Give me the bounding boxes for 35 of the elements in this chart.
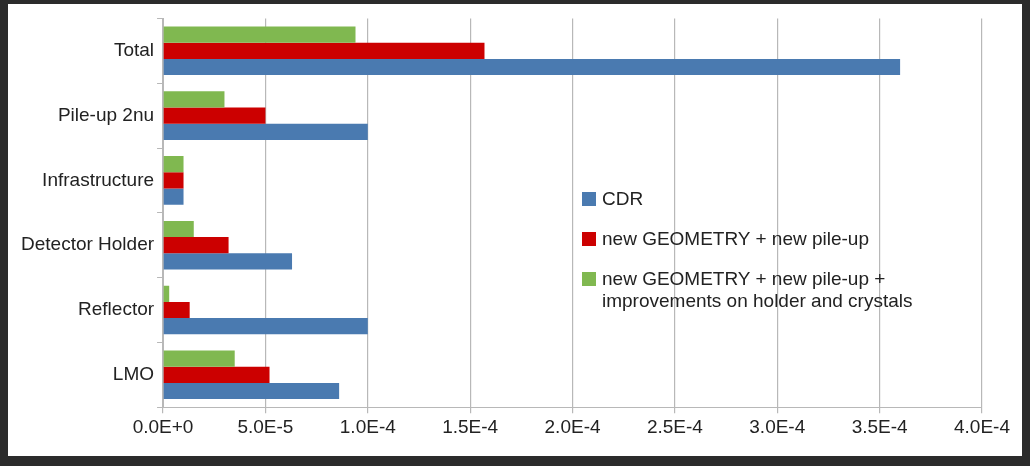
bar (163, 107, 266, 124)
y-tick-label: LMO (112, 363, 155, 385)
bar (163, 318, 368, 335)
x-tick-label: 5.0E-5 (237, 415, 294, 437)
bar (163, 91, 225, 108)
legend-label: new GEOMETRY + new pile-up (602, 228, 870, 251)
bar (163, 253, 293, 270)
bar (163, 123, 368, 140)
bar (163, 301, 190, 319)
bar (163, 350, 235, 367)
y-tick-label: Infrastructure (42, 168, 155, 190)
y-tick-label: Detector Holder (20, 233, 155, 255)
bar (163, 188, 184, 205)
y-tick-label: Pile-up 2nu (57, 103, 155, 125)
bar (163, 26, 356, 43)
bar (163, 237, 229, 254)
legend-label: CDR (602, 188, 644, 211)
bar (163, 382, 340, 400)
x-tick-label: 0.0E+0 (132, 415, 194, 437)
x-tick-label: 2.0E-4 (544, 415, 601, 437)
bar (163, 42, 485, 59)
bar (163, 220, 194, 238)
bar (163, 366, 270, 383)
x-tick-label: 1.0E-4 (339, 415, 397, 437)
legend-label: new GEOMETRY + new pile-up + improvements on holder and crystals (602, 268, 914, 313)
y-tick-label: Total (113, 39, 155, 61)
bar (163, 58, 901, 76)
x-tick-label: 1.5E-4 (442, 415, 499, 437)
y-tick-label: Reflector (78, 298, 155, 320)
x-tick-label: 3.0E-4 (749, 415, 806, 437)
bar (163, 156, 184, 173)
x-tick-label: 4.0E-4 (954, 415, 1011, 437)
x-tick-label: 3.5E-4 (851, 415, 909, 437)
x-tick-label: 2.5E-4 (646, 415, 704, 437)
bar (163, 172, 184, 189)
